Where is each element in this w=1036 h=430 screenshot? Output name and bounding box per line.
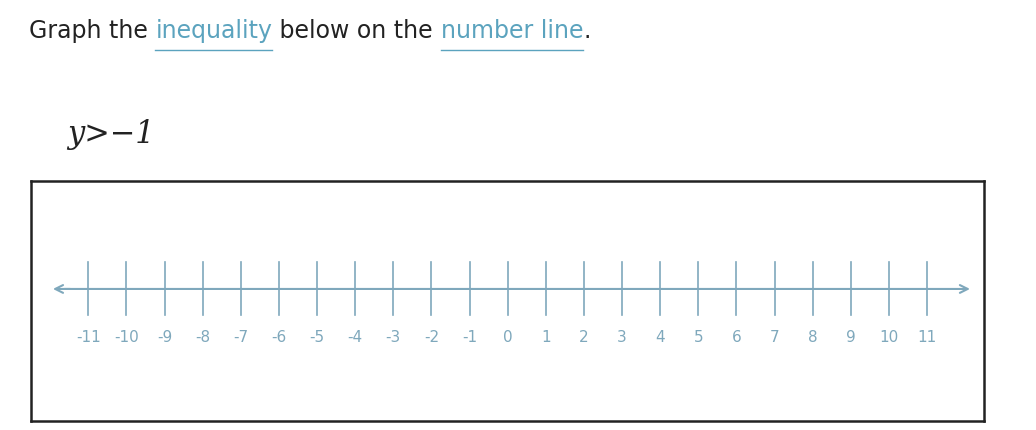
Text: .: .	[583, 19, 591, 43]
Text: -4: -4	[348, 330, 363, 345]
Text: 8: 8	[808, 330, 817, 345]
Text: -8: -8	[195, 330, 210, 345]
Text: -5: -5	[310, 330, 324, 345]
Text: -7: -7	[233, 330, 249, 345]
Text: 5: 5	[693, 330, 703, 345]
Text: number line: number line	[440, 19, 583, 43]
Text: -9: -9	[156, 330, 172, 345]
Text: 11: 11	[918, 330, 937, 345]
Text: Graph the: Graph the	[29, 19, 155, 43]
Text: -2: -2	[424, 330, 439, 345]
Text: 10: 10	[880, 330, 898, 345]
Text: below on the: below on the	[272, 19, 440, 43]
Text: -3: -3	[385, 330, 401, 345]
Text: -6: -6	[271, 330, 287, 345]
Text: -10: -10	[114, 330, 139, 345]
Text: 4: 4	[656, 330, 665, 345]
Text: -11: -11	[76, 330, 100, 345]
Text: inequality: inequality	[155, 19, 272, 43]
Text: 1: 1	[541, 330, 550, 345]
Text: -1: -1	[462, 330, 477, 345]
Text: 2: 2	[579, 330, 588, 345]
Text: 7: 7	[770, 330, 779, 345]
Text: 6: 6	[731, 330, 742, 345]
Text: 0: 0	[502, 330, 513, 345]
Text: y>−1: y>−1	[67, 119, 155, 150]
Text: 9: 9	[845, 330, 856, 345]
Text: 3: 3	[617, 330, 627, 345]
